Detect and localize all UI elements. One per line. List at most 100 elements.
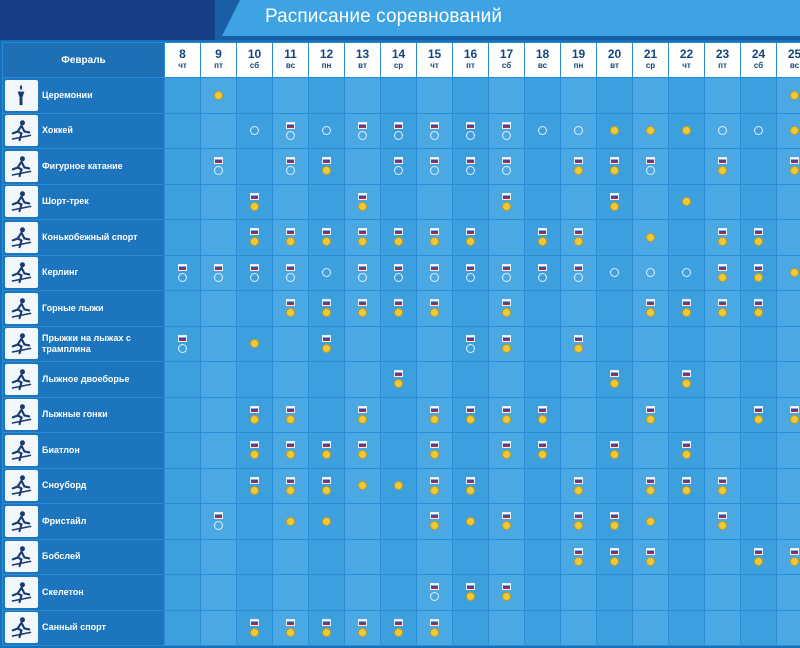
medal-event-icon bbox=[574, 521, 583, 531]
schedule-cell bbox=[236, 361, 273, 398]
schedule-cell bbox=[164, 538, 201, 575]
russia-flag-icon bbox=[286, 618, 295, 626]
medal-event-icon bbox=[646, 308, 655, 318]
schedule-cell bbox=[272, 503, 309, 540]
russia-flag-icon bbox=[214, 263, 223, 271]
day-weekday: пт bbox=[718, 61, 727, 70]
schedule-cell bbox=[632, 574, 669, 611]
russia-flag-icon bbox=[502, 121, 511, 129]
schedule-cell bbox=[740, 77, 777, 114]
schedule-cell bbox=[236, 432, 273, 469]
sport-name: Бобслей bbox=[42, 551, 81, 562]
sport-row: Скелетон bbox=[2, 574, 800, 611]
schedule-cell bbox=[524, 77, 561, 114]
day-weekday: вс bbox=[537, 61, 548, 70]
day-weekday: вт bbox=[610, 61, 619, 70]
russia-flag-icon bbox=[466, 157, 475, 165]
schedule-cell bbox=[740, 254, 777, 291]
medal-event-icon bbox=[322, 485, 331, 495]
medal-event-icon bbox=[430, 485, 439, 495]
sport-name-cell: Прыжки на лыжах с трамплина bbox=[2, 325, 165, 362]
day-number: 10 bbox=[247, 47, 262, 61]
russia-flag-icon bbox=[178, 263, 187, 271]
russia-flag-icon bbox=[286, 157, 295, 165]
medal-event-icon bbox=[502, 201, 511, 211]
day-header: 8 чт bbox=[164, 42, 201, 78]
schedule-cell bbox=[488, 77, 525, 114]
competition-event-icon bbox=[250, 126, 259, 136]
russia-flag-icon bbox=[430, 476, 439, 484]
schedule-cell bbox=[416, 467, 453, 504]
schedule-cell bbox=[272, 538, 309, 575]
schedule-cell bbox=[416, 112, 453, 149]
russia-flag-icon bbox=[790, 157, 799, 165]
russia-flag-icon bbox=[394, 370, 403, 378]
schedule-cell bbox=[452, 361, 489, 398]
russia-flag-icon bbox=[250, 618, 259, 626]
medal-event-icon bbox=[430, 308, 439, 318]
schedule-cell bbox=[668, 467, 705, 504]
schedule-cell bbox=[488, 148, 525, 185]
freestyle-icon bbox=[5, 505, 38, 537]
schedule-cell bbox=[200, 112, 237, 149]
schedule-cell bbox=[200, 148, 237, 185]
medal-event-icon bbox=[754, 272, 763, 282]
medal-event-icon bbox=[466, 592, 475, 602]
schedule-cell bbox=[596, 219, 633, 256]
schedule-table: Февраль 8 чт 9 пт 10 сб 11 вс 12 пн 13 вт 14 ср 15 чт 16… bbox=[2, 42, 800, 646]
schedule-cell bbox=[200, 183, 237, 220]
russia-flag-icon bbox=[322, 228, 331, 236]
day-weekday: ср bbox=[645, 61, 656, 70]
schedule-cell bbox=[596, 609, 633, 646]
medal-event-icon bbox=[646, 556, 655, 566]
schedule-cell bbox=[164, 325, 201, 362]
russia-flag-icon bbox=[430, 228, 439, 236]
schedule-cell bbox=[416, 254, 453, 291]
schedule-cell bbox=[704, 254, 741, 291]
schedule-cell bbox=[704, 396, 741, 433]
russia-flag-icon bbox=[466, 228, 475, 236]
sport-row: Горные лыжи bbox=[2, 290, 800, 327]
schedule-cell bbox=[560, 112, 597, 149]
schedule-cell bbox=[200, 432, 237, 469]
competition-event-icon bbox=[502, 130, 511, 140]
russia-flag-icon bbox=[430, 299, 439, 307]
medal-event-icon bbox=[754, 556, 763, 566]
schedule-cell bbox=[452, 112, 489, 149]
schedule-cell bbox=[776, 219, 800, 256]
medal-event-icon bbox=[790, 556, 799, 566]
russia-flag-icon bbox=[502, 263, 511, 271]
speed-skating-icon bbox=[5, 221, 38, 253]
sport-row: Бобслей bbox=[2, 538, 800, 575]
sport-name-cell: Керлинг bbox=[2, 254, 165, 291]
schedule-cell bbox=[596, 112, 633, 149]
medal-event-icon bbox=[682, 485, 691, 495]
russia-flag-icon bbox=[574, 547, 583, 555]
schedule-cell bbox=[632, 148, 669, 185]
schedule-cell bbox=[632, 219, 669, 256]
russia-flag-icon bbox=[574, 157, 583, 165]
schedule-cell bbox=[308, 254, 345, 291]
medal-event-icon bbox=[574, 556, 583, 566]
sport-name: Сноуборд bbox=[42, 480, 87, 491]
russia-flag-icon bbox=[394, 157, 403, 165]
schedule-cell bbox=[200, 219, 237, 256]
russia-flag-icon bbox=[466, 121, 475, 129]
schedule-cell bbox=[200, 396, 237, 433]
competition-event-icon bbox=[394, 272, 403, 282]
schedule-cell bbox=[740, 396, 777, 433]
schedule-cell bbox=[164, 112, 201, 149]
russia-flag-icon bbox=[178, 334, 187, 342]
schedule-cell bbox=[452, 325, 489, 362]
day-header: 18 вс bbox=[524, 42, 561, 78]
russia-flag-icon bbox=[394, 263, 403, 271]
competition-event-icon bbox=[646, 166, 655, 176]
schedule-cell bbox=[704, 574, 741, 611]
title-plate bbox=[222, 0, 800, 36]
schedule-cell bbox=[308, 290, 345, 327]
medal-event-icon bbox=[286, 308, 295, 318]
schedule-cell bbox=[380, 77, 417, 114]
schedule-cell bbox=[272, 219, 309, 256]
schedule-cell bbox=[596, 254, 633, 291]
medal-event-icon bbox=[250, 414, 259, 424]
